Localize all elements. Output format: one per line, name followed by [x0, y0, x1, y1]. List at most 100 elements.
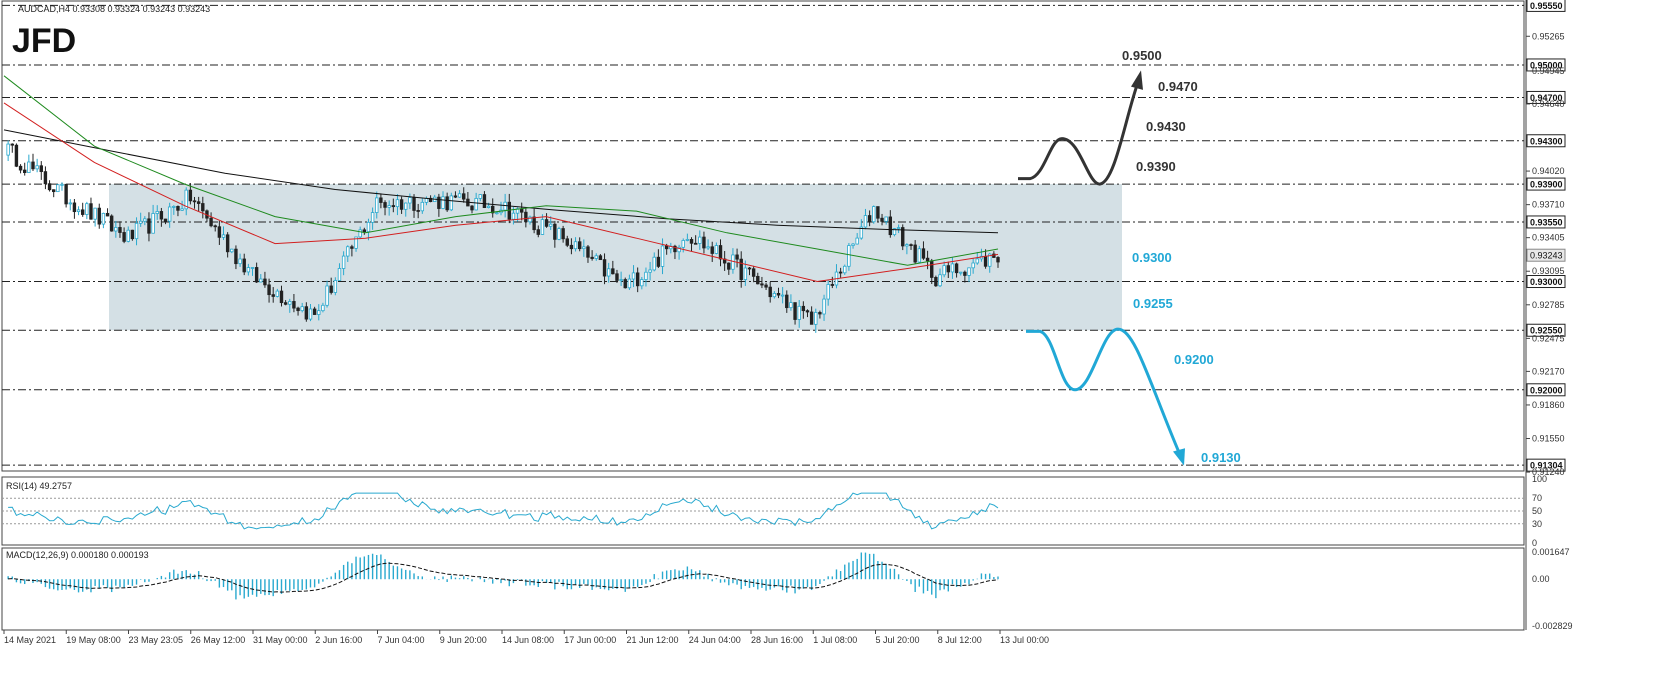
candle-body	[536, 229, 540, 235]
candle-body	[350, 246, 354, 249]
candle-body	[254, 267, 259, 283]
current-price-label: 0.93243	[1530, 251, 1563, 261]
ma-red-line	[3, 102, 999, 283]
candle-body	[805, 310, 810, 313]
candle-body	[872, 206, 876, 223]
candle-body	[387, 205, 391, 208]
level-label-0.94700: 0.94700	[1530, 93, 1563, 103]
candle-body	[379, 197, 383, 203]
candle-body	[648, 269, 652, 273]
candle-body	[776, 293, 781, 296]
candle-body	[491, 205, 495, 214]
candle-body	[126, 229, 130, 242]
candle-body	[354, 236, 358, 249]
candle-body	[569, 244, 574, 250]
candle-body	[673, 245, 677, 253]
candle-body	[470, 205, 474, 211]
candle-body	[109, 215, 114, 232]
candle-body	[706, 246, 710, 249]
level-label-0.92000: 0.92000	[1530, 385, 1563, 395]
candle-body	[785, 294, 789, 309]
level-box-0.93000	[1526, 275, 1566, 289]
candle-body	[27, 161, 31, 174]
rsi-tick-label: 30	[1532, 519, 1542, 529]
candle-body	[925, 257, 930, 262]
candle-body	[375, 197, 379, 213]
candle-body	[938, 274, 942, 287]
rsi-tick-label: 100	[1532, 474, 1547, 484]
candle-body	[234, 248, 238, 265]
price-tick-label: 0.94640	[1532, 99, 1565, 109]
candle-body	[747, 267, 752, 270]
candle-body	[606, 268, 611, 277]
candle-body	[259, 278, 263, 283]
candle-body	[627, 278, 632, 289]
symbol-info: AUDCAD,H4 0.93308 0.93324 0.93243 0.9324…	[18, 4, 210, 14]
candle-body	[615, 273, 619, 281]
candle-body	[963, 271, 967, 276]
candle-body	[56, 184, 60, 193]
candle-body	[275, 290, 280, 297]
price-tick-label: 0.92170	[1532, 366, 1565, 376]
level-box-0.92000	[1526, 383, 1566, 397]
price-tick-label: 0.94020	[1532, 166, 1565, 176]
rsi-label: RSI(14) 49.2757	[6, 481, 72, 491]
bearish-arrowhead	[1173, 448, 1185, 466]
price-tick-label: 0.91240	[1532, 467, 1565, 477]
candle-body	[97, 207, 101, 225]
candle-body	[358, 229, 362, 238]
candle-body	[888, 216, 893, 236]
rsi-tick-label: 70	[1532, 493, 1542, 503]
candle-body	[582, 246, 586, 250]
level-box-0.95550	[1526, 0, 1566, 12]
candle-body	[333, 280, 338, 293]
candle-body	[913, 244, 917, 263]
candle-body	[399, 199, 404, 210]
candle-body	[346, 246, 350, 257]
candle-body	[325, 285, 329, 306]
candle-body	[420, 201, 425, 212]
candle-body	[428, 197, 433, 203]
candle-body	[486, 205, 491, 208]
bearish-scenario-arrow	[1026, 327, 1182, 456]
rsi-line	[8, 492, 999, 530]
candle-body	[462, 193, 466, 200]
candle-body	[31, 161, 35, 170]
candle-body	[594, 255, 598, 259]
candle-body	[880, 217, 884, 222]
candle-body	[416, 210, 420, 212]
candle-body	[847, 245, 851, 267]
candle-body	[917, 248, 922, 263]
candle-body	[147, 218, 151, 234]
level-label-0.93000: 0.93000	[1530, 277, 1563, 287]
candle-body	[611, 268, 615, 275]
candle-body	[267, 284, 271, 296]
annotation-0.9500: 0.9500	[1122, 48, 1162, 63]
candle-body	[884, 216, 888, 222]
candle-body	[731, 254, 735, 270]
time-tick-label: 23 May 23:05	[129, 635, 184, 645]
macd-signal-line	[8, 562, 999, 593]
candle-body	[801, 305, 806, 312]
candle-body	[163, 218, 168, 222]
candle-body	[528, 216, 532, 223]
annotation-0.9300: 0.9300	[1132, 250, 1172, 265]
candle-body	[308, 308, 313, 320]
time-tick-label: 24 Jun 04:00	[689, 635, 741, 645]
candle-body	[134, 222, 139, 240]
candle-body	[946, 265, 950, 273]
time-tick-label: 5 Jul 20:00	[876, 635, 920, 645]
candle-body	[321, 304, 325, 312]
price-tick-label: 0.93095	[1532, 266, 1565, 276]
candle-body	[366, 221, 371, 233]
ma-green-line	[3, 75, 999, 266]
time-tick-label: 28 Jun 16:00	[751, 635, 803, 645]
candle-body	[221, 234, 226, 238]
price-tick-label: 0.92475	[1532, 333, 1565, 343]
candle-body	[105, 212, 110, 217]
candle-body	[693, 242, 698, 245]
price-tick-label: 0.94945	[1532, 66, 1565, 76]
level-box-0.94300	[1526, 134, 1566, 148]
candle-body	[246, 267, 251, 273]
candle-body	[809, 311, 814, 325]
